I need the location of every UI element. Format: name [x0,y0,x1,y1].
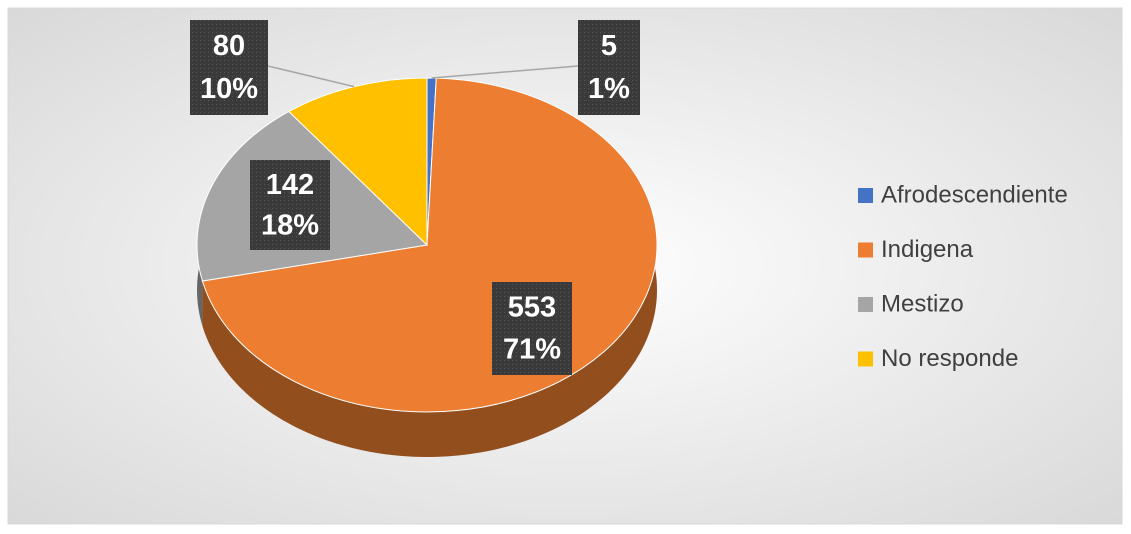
value-label: 553 [508,292,556,324]
percent-label: 18% [261,209,319,241]
label-box [190,20,268,115]
legend-swatch [858,351,873,367]
pie [196,77,658,457]
legend-label: Mestizo [881,290,964,317]
legend-label: Afrodescendiente [881,181,1068,208]
legend-swatch [858,188,873,203]
label-box [578,20,640,115]
legend-swatch [858,297,873,312]
percent-label: 1% [588,73,630,105]
legend-label: Indigena [881,236,974,263]
percent-label: 71% [503,333,561,365]
value-label: 80 [213,30,245,62]
leader-line [431,65,579,79]
label-box [250,160,330,250]
leader-line [267,65,355,88]
legend-swatch [858,242,873,258]
legend: Afrodescendiente Indigena Mestizo No respon… [858,181,1068,372]
percent-label: 10% [200,73,258,105]
label-box [492,282,572,375]
value-label: 5 [601,30,617,62]
legend-label: No responde [881,345,1018,372]
data-labels: 5 1% 553 71% 142 18% 80 10% [190,20,640,375]
value-label: 142 [266,169,314,201]
